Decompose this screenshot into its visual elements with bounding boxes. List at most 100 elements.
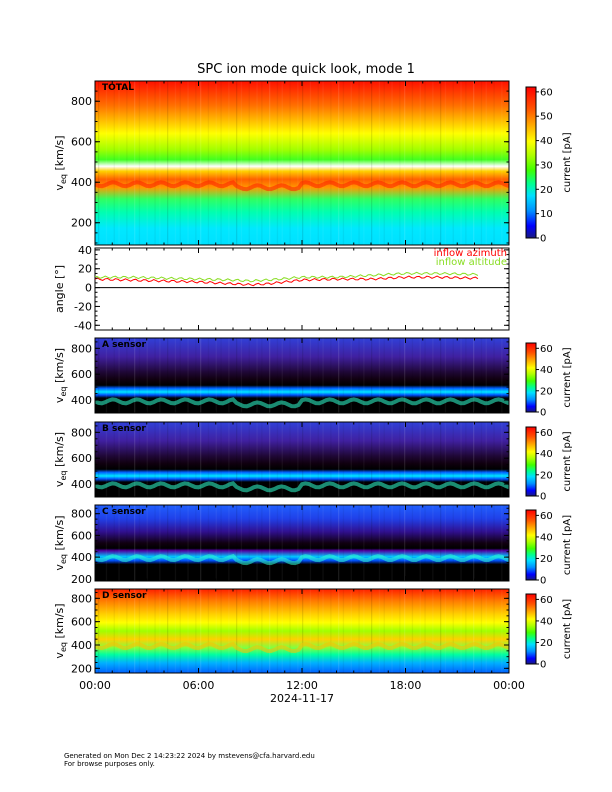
heatmap-streak xyxy=(281,81,283,245)
y-tick-label: 400 xyxy=(71,551,92,564)
heatmap-streak xyxy=(113,422,115,497)
time-tick-label: 00:00 xyxy=(79,679,111,692)
heatmap-streak xyxy=(363,81,365,245)
heatmap-streak xyxy=(207,338,210,413)
heatmap-streak xyxy=(330,589,332,673)
heatmap-streak xyxy=(195,338,197,413)
heatmap-streak xyxy=(302,81,304,245)
heatmap-streak xyxy=(207,589,210,673)
heatmap-streak xyxy=(480,422,483,497)
heatmap-streak xyxy=(330,505,332,581)
heatmap-streak xyxy=(338,422,340,497)
time-tick-label: 18:00 xyxy=(390,679,422,692)
heatmap-streak xyxy=(134,81,136,245)
heatmap-streak xyxy=(440,505,442,581)
y-axis-label-main: v xyxy=(53,564,66,571)
heatmap-streak xyxy=(138,589,141,673)
heatmap-streak xyxy=(440,81,442,245)
heatmap-streak xyxy=(473,422,475,497)
heatmap-streak xyxy=(383,338,385,413)
heatmap-streak xyxy=(118,81,120,245)
heatmap-streak xyxy=(419,338,421,413)
colorbar-tick-label: 60 xyxy=(540,428,553,439)
heatmap-streak xyxy=(207,81,210,245)
heatmap-streak xyxy=(383,81,385,245)
heatmap-streak xyxy=(256,589,258,673)
heatmap-streak xyxy=(236,81,238,245)
heatmap-streak xyxy=(317,422,319,497)
heatmap-streak xyxy=(452,338,454,413)
y-tick-label: -20 xyxy=(74,300,92,313)
colorbar xyxy=(525,509,537,581)
heatmap-streak xyxy=(276,422,279,497)
heatmap-streak xyxy=(256,338,258,413)
colorbar-tick-label: 40 xyxy=(540,616,553,627)
colorbar-tick-label: 0 xyxy=(540,576,546,587)
heatmap-streak xyxy=(444,505,447,581)
y-axis-label-main: v xyxy=(53,396,66,403)
heatmap-streak xyxy=(220,589,222,673)
colorbar-tick-label: 40 xyxy=(540,532,553,543)
heatmap-streak xyxy=(309,505,312,581)
heatmap-streak xyxy=(432,422,434,497)
heatmap-fill xyxy=(95,589,509,673)
panel-label: D sensor xyxy=(102,591,147,601)
heatmap-streak xyxy=(289,589,291,673)
heatmap-streak xyxy=(159,589,161,673)
heatmap-streak xyxy=(240,338,243,413)
time-axis: 00:00 06:00 12:00 18:00 00:00 2024-11-17 xyxy=(79,679,525,705)
heatmap-streak xyxy=(276,338,279,413)
heatmap-streak xyxy=(187,505,189,581)
y-tick-label: 600 xyxy=(71,368,92,381)
heatmap-streak xyxy=(309,589,312,673)
y-tick-label: 600 xyxy=(71,136,92,149)
heatmap-streak xyxy=(391,505,393,581)
heatmap-streak xyxy=(342,422,345,497)
heatmap-streak xyxy=(240,81,243,245)
y-tick-label: 800 xyxy=(71,95,92,108)
heatmap-streak xyxy=(404,505,406,581)
heatmap-streak xyxy=(174,338,177,413)
heatmap-streak xyxy=(240,505,243,581)
heatmap-streak xyxy=(399,422,401,497)
heatmap-streak xyxy=(419,505,421,581)
heatmap-streak xyxy=(126,338,128,413)
heatmap-streak xyxy=(302,505,304,581)
heatmap-streak xyxy=(465,505,467,581)
heatmap-streak xyxy=(473,589,475,673)
heatmap-peak-ridge xyxy=(94,397,510,409)
heatmap-streak xyxy=(228,505,230,581)
heatmap-streak xyxy=(424,505,426,581)
heatmap-streak xyxy=(248,338,250,413)
heatmap-streak xyxy=(187,422,189,497)
heatmap-streak xyxy=(154,422,156,497)
heatmap-streak xyxy=(432,338,434,413)
colorbar-tick-label: 0 xyxy=(540,492,546,503)
heatmap-streak xyxy=(269,589,271,673)
heatmap-streak xyxy=(465,422,467,497)
heatmap-streak xyxy=(281,422,283,497)
heatmap-peak-ridge xyxy=(94,180,510,192)
y-axis-label-subscript: eq xyxy=(59,554,68,564)
heatmap-streak xyxy=(480,338,483,413)
heatmap-streak xyxy=(444,422,447,497)
panel-total: TOTAL 0 10 20 30 40 50 60 current [pA] 200 400 600 8… xyxy=(53,80,573,246)
heatmap-streak xyxy=(179,589,181,673)
heatmap-streak xyxy=(289,338,291,413)
heatmap-streak xyxy=(378,81,381,245)
heatmap-streak xyxy=(358,338,360,413)
heatmap-streak xyxy=(419,422,421,497)
heatmap-streak xyxy=(113,81,115,245)
heatmap-streak xyxy=(248,589,250,673)
heatmap-streak xyxy=(378,422,381,497)
y-tick-label: 600 xyxy=(71,529,92,542)
panel-label: B sensor xyxy=(102,424,146,434)
y-tick-label: -40 xyxy=(74,319,92,332)
heatmap-streak xyxy=(174,505,177,581)
heatmap-streak xyxy=(281,589,283,673)
heatmap-streak xyxy=(480,589,483,673)
y-axis-label-unit: [km/s] xyxy=(53,432,66,471)
heatmap-streak xyxy=(281,338,283,413)
colorbar-tick-label: 20 xyxy=(540,386,553,397)
